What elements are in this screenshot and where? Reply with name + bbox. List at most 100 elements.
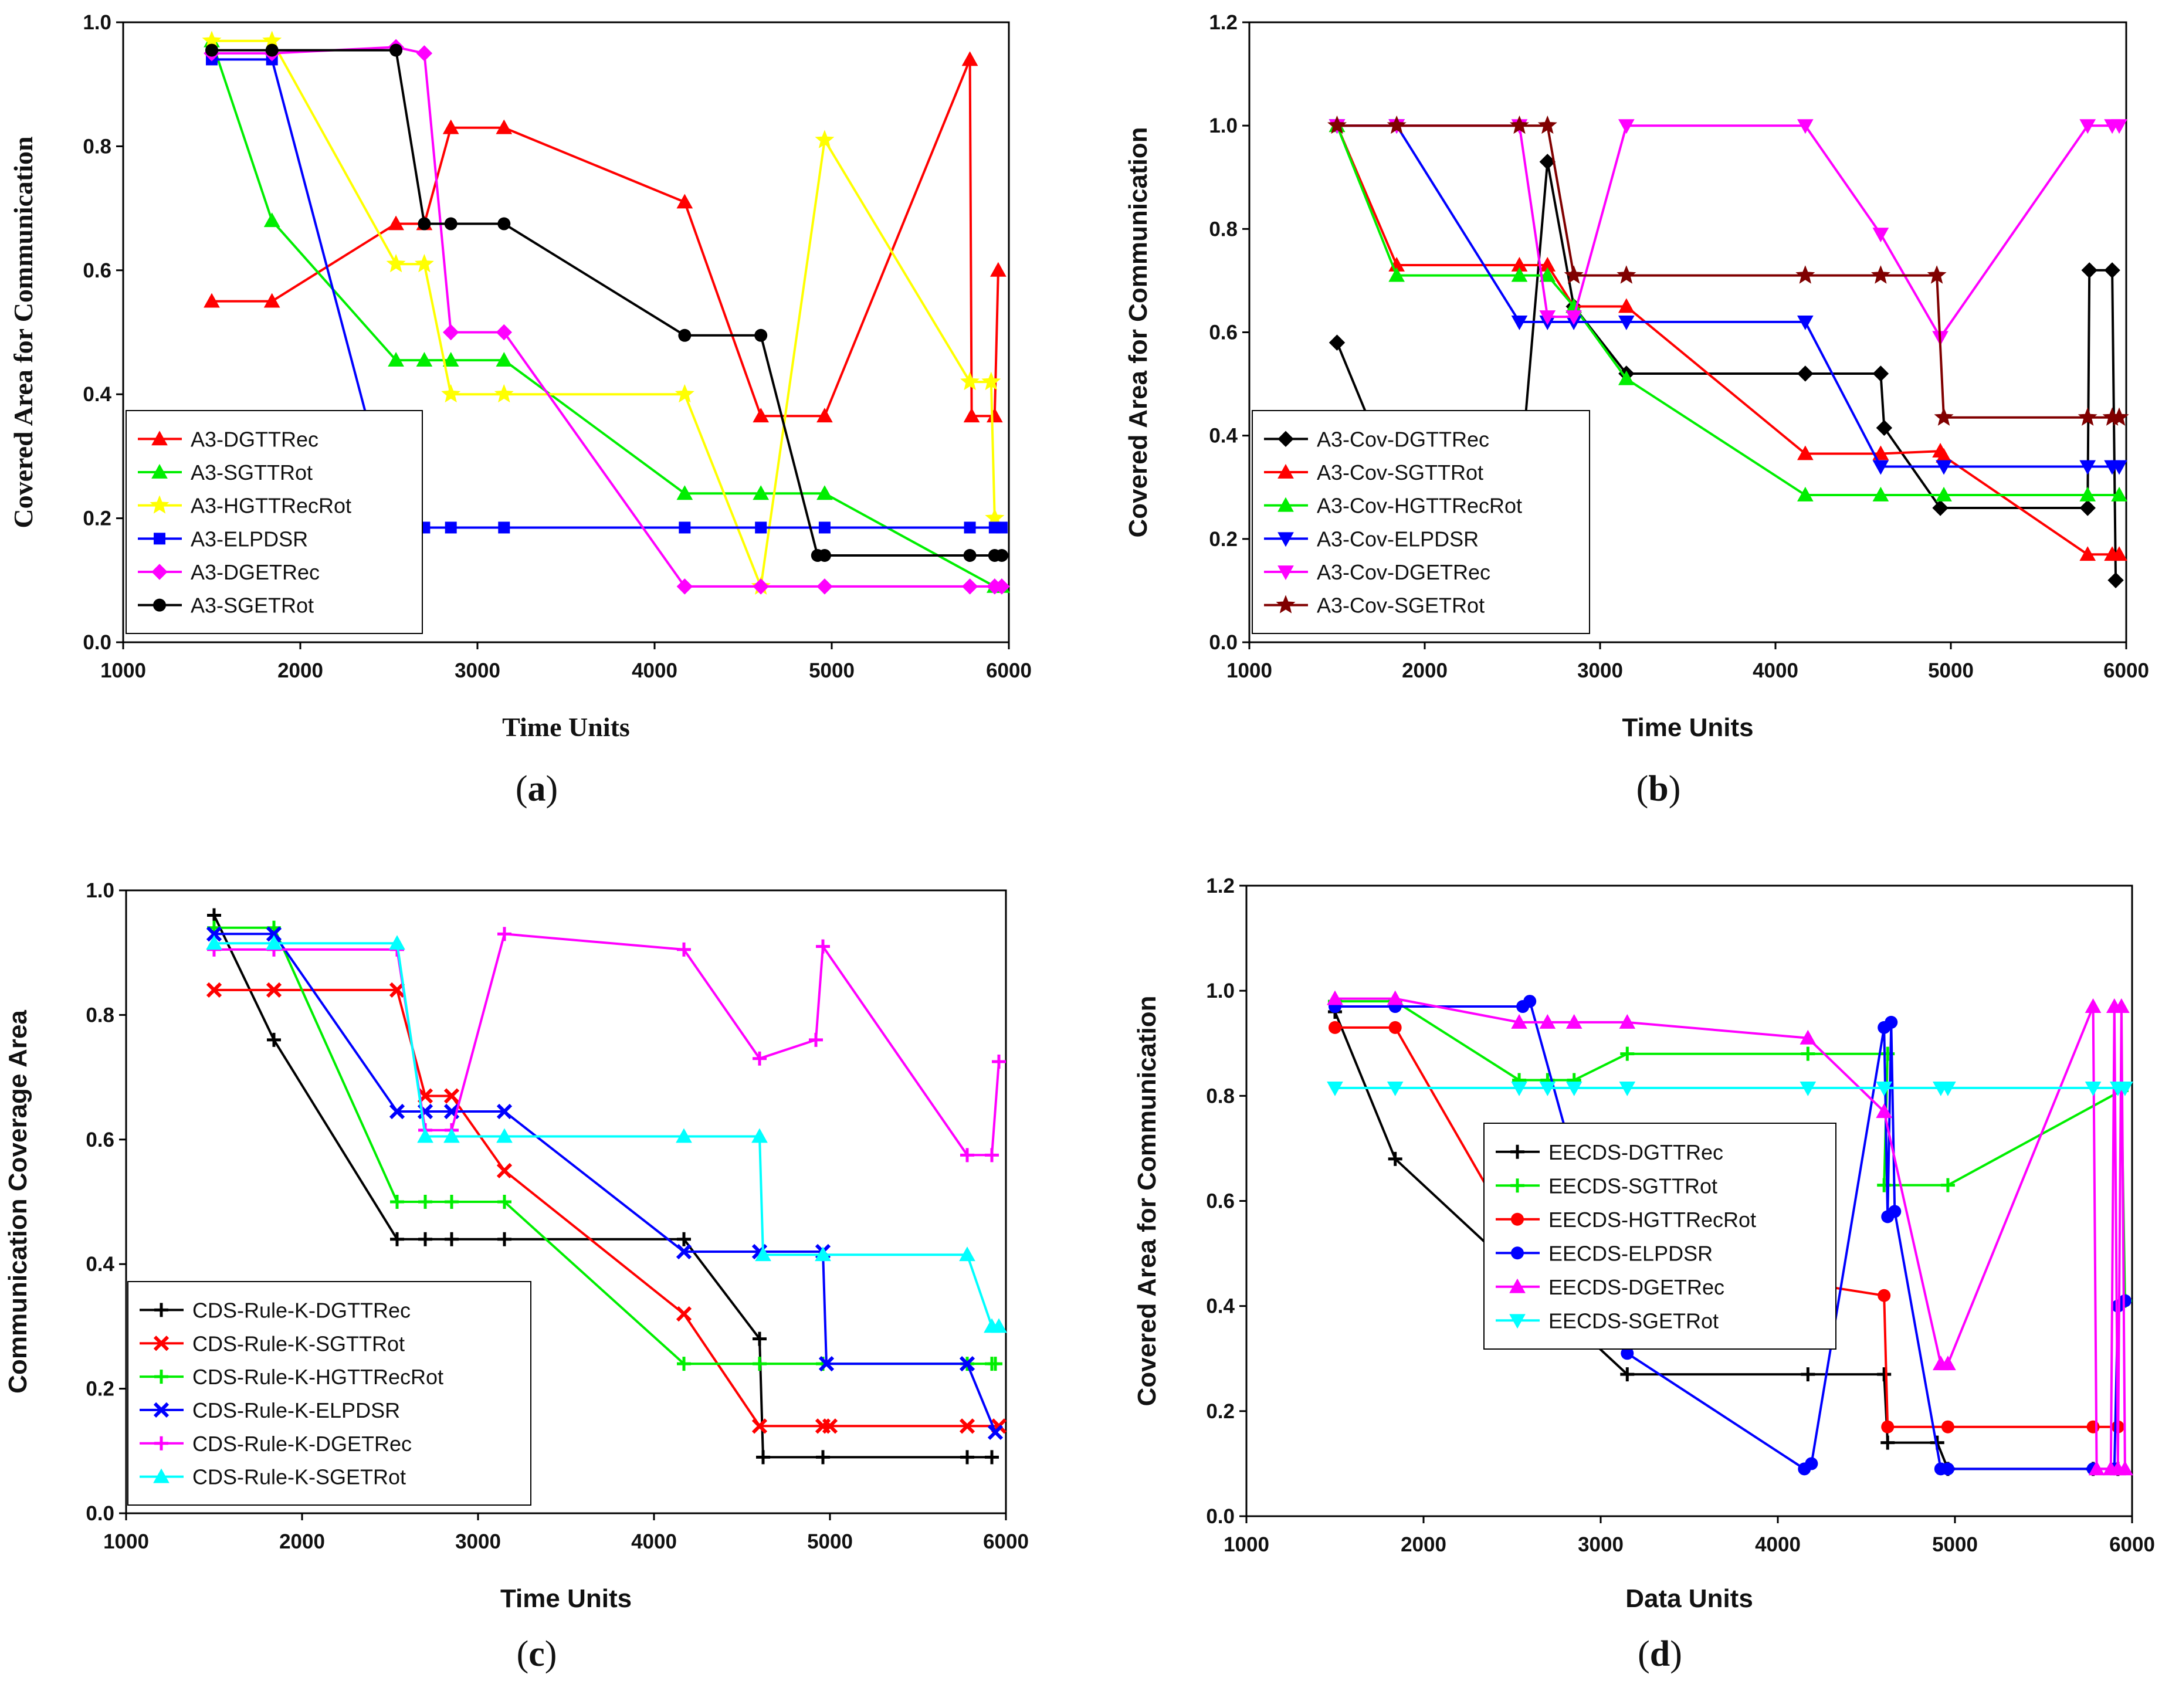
data-point: [1618, 315, 1635, 330]
data-point: [961, 51, 978, 66]
data-point: [2079, 500, 2096, 516]
x-tick-label: 5000: [807, 1530, 853, 1553]
y-tick-label: 0.8: [1206, 1085, 1235, 1107]
data-point: [678, 328, 692, 342]
data-point: [1876, 1103, 1893, 1119]
data-point: [988, 1357, 1002, 1371]
x-tick-label: 4000: [1753, 659, 1798, 682]
data-point: [751, 1128, 768, 1143]
legend: EECDS-DGTTRec EECDS-SGTTRot EECDS-HGTTRecR…: [1483, 1123, 1836, 1350]
data-point: [2111, 460, 2127, 475]
data-point: [389, 982, 405, 998]
data-point: [386, 253, 406, 273]
panel-caption: (d): [1638, 1634, 1682, 1674]
chart-b: 0.0 0.2 0.4 0.6 0.8 1.0 1.2 1000 2000 3000 4000 500…: [1124, 11, 2149, 809]
legend-label: A3-SGTTRot: [191, 460, 313, 484]
data-point: [390, 1232, 404, 1246]
data-point: [981, 371, 1001, 391]
y-tick-label: 1.0: [86, 879, 114, 902]
series-A3-Cov-SGTTRot: [1329, 117, 2127, 561]
data-point: [205, 43, 218, 57]
legend-marker: [151, 564, 168, 580]
x-tick-label: 5000: [1932, 1533, 1978, 1556]
data-point: [822, 1418, 838, 1434]
legend-label: A3-Cov-ELPDSR: [1317, 527, 1479, 551]
data-point: [754, 328, 768, 342]
legend-marker: [150, 495, 170, 514]
data-point: [1511, 1014, 1527, 1029]
data-point: [388, 215, 404, 231]
data-point: [416, 352, 433, 367]
data-point: [1619, 1081, 1636, 1096]
legend-label: A3-Cov-DGETRec: [1317, 560, 1490, 584]
data-point: [1539, 1081, 1556, 1096]
legend-label: CDS-Rule-K-HGTTRecRot: [192, 1365, 443, 1389]
data-point: [1940, 1355, 1956, 1371]
series-CDS-Rule-K-DGTTRec: [207, 908, 999, 1465]
legend-label: A3-HGTTRecRot: [191, 494, 351, 518]
legend-label: EECDS-ELPDSR: [1548, 1241, 1713, 1265]
data-point: [265, 43, 279, 57]
data-point: [1805, 1457, 1818, 1470]
legend-label: CDS-Rule-K-ELPDSR: [192, 1398, 400, 1422]
data-point: [1870, 265, 1890, 284]
data-point: [497, 1195, 511, 1209]
data-point: [1387, 990, 1404, 1005]
data-point: [2086, 1420, 2100, 1434]
data-point: [753, 485, 770, 500]
data-point: [753, 1331, 767, 1346]
y-tick-label: 1.0: [83, 11, 111, 34]
data-point: [1797, 365, 1814, 382]
data-point: [1329, 1021, 1341, 1034]
data-point: [1872, 460, 1889, 475]
x-tick-label: 4000: [631, 1530, 677, 1553]
data-point: [677, 1357, 691, 1371]
data-point: [1872, 486, 1889, 501]
data-point: [444, 217, 458, 231]
series-A3-DGETRec: [204, 39, 1010, 595]
data-point: [755, 1246, 771, 1262]
series-CDS-Rule-K-SGETRot: [206, 935, 1007, 1333]
legend-marker: [153, 1468, 170, 1483]
data-point: [206, 935, 222, 950]
data-point: [2107, 572, 2124, 589]
data-point: [1888, 1205, 1902, 1218]
data-point: [2079, 119, 2096, 134]
data-point: [2079, 460, 2096, 475]
data-point: [2111, 486, 2127, 501]
data-point: [816, 578, 833, 595]
data-point: [1941, 1462, 1954, 1476]
legend-label: A3-Cov-HGTTRecRot: [1317, 494, 1522, 518]
data-point: [985, 1450, 999, 1465]
series-line: [214, 933, 997, 1433]
x-tick-label: 5000: [1928, 659, 1974, 682]
x-tick-label: 3000: [1578, 1533, 1624, 1556]
data-point: [1797, 486, 1814, 501]
data-point: [1872, 445, 1889, 460]
y-tick-label: 0.8: [86, 1004, 114, 1026]
x-tick-label: 3000: [455, 659, 500, 682]
data-point: [1940, 1178, 1955, 1192]
x-tick-label: 5000: [809, 659, 855, 682]
data-point: [2111, 119, 2127, 134]
series-EECDS-DGETRec: [1327, 990, 2133, 1476]
data-point: [1878, 1289, 1891, 1302]
legend: A3-Cov-DGTTRec A3-Cov-SGTTRot A3-Cov-HGTTR…: [1252, 410, 1590, 634]
data-point: [963, 408, 980, 423]
legend-label: EECDS-DGETRec: [1548, 1275, 1724, 1299]
data-point: [389, 43, 403, 57]
series-EECDS-SGETRot: [1327, 1081, 2133, 1096]
series-A3-Cov-SGETRot: [1327, 115, 2129, 426]
data-point: [959, 1246, 975, 1262]
data-point: [964, 521, 976, 534]
y-tick-label: 1.2: [1209, 11, 1238, 34]
legend-marker: [1510, 1144, 1524, 1159]
data-point: [1388, 1151, 1402, 1166]
y-tick-label: 0.0: [86, 1502, 114, 1525]
data-point: [753, 578, 769, 595]
data-point: [676, 485, 693, 500]
y-tick-label: 0.4: [1206, 1295, 1235, 1318]
legend-label: CDS-Rule-K-SGETRot: [192, 1465, 406, 1489]
legend-label: CDS-Rule-K-DGETRec: [192, 1432, 412, 1456]
x-tick-label: 6000: [2103, 659, 2149, 682]
